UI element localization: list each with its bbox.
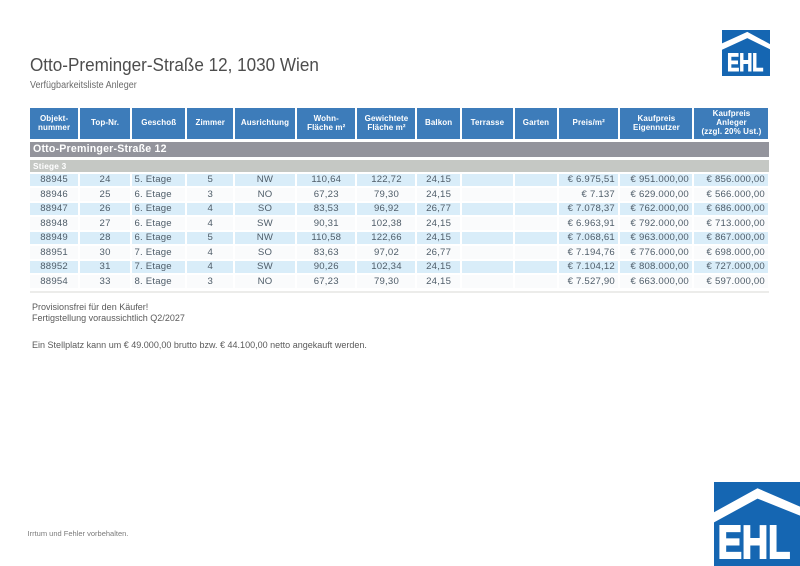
- svg-text:EHL: EHL: [718, 516, 791, 566]
- svg-text:EHL: EHL: [727, 49, 763, 76]
